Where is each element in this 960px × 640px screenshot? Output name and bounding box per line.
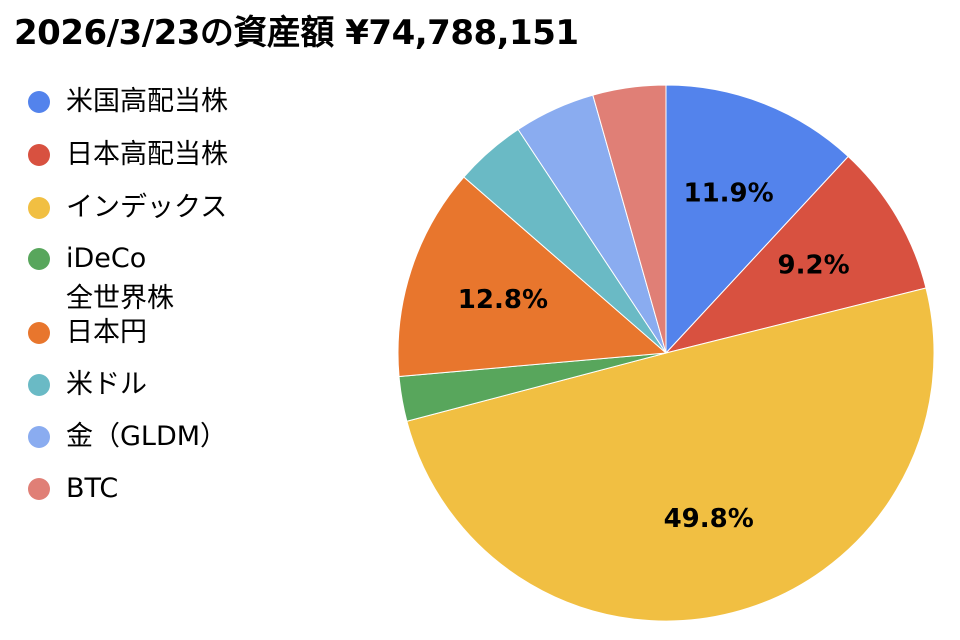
legend-label: 米国高配当株 — [66, 86, 228, 117]
pie-slice[interactable] — [665, 84, 849, 355]
legend-label: 金（GLDM） — [66, 421, 228, 452]
legend-swatch — [28, 91, 50, 113]
legend-label: インデックス — [66, 192, 228, 223]
slice-percent-label: 12.8% — [458, 285, 548, 315]
legend-item-index[interactable]: インデックス — [28, 188, 227, 228]
legend-item-us-dividend[interactable]: 米国高配当株 — [28, 82, 228, 122]
legend-label: 日本円 — [66, 317, 147, 348]
pie-slice[interactable] — [397, 176, 668, 378]
legend-item-btc[interactable]: BTC — [28, 469, 118, 509]
legend-item-jpy[interactable]: 日本円 — [28, 313, 147, 353]
legend-label: 日本高配当株 — [66, 139, 228, 170]
legend-item-ideco[interactable]: iDeCo 全世界株 — [28, 239, 174, 319]
legend-label: BTC — [66, 473, 119, 504]
legend-swatch — [28, 426, 50, 448]
legend-swatch — [28, 478, 50, 500]
legend-swatch — [28, 248, 50, 270]
legend-swatch — [28, 322, 50, 344]
legend-item-usd[interactable]: 米ドル — [28, 365, 147, 405]
chart-title: 2026/3/23の資産額 ¥74,788,151 — [14, 13, 579, 53]
legend-label: 米ドル — [66, 369, 147, 400]
legend-swatch — [28, 144, 50, 166]
legend-item-jp-dividend[interactable]: 日本高配当株 — [28, 135, 228, 175]
slice-percent-label: 49.8% — [664, 504, 754, 534]
pie-slice[interactable] — [592, 84, 667, 354]
legend-item-gold[interactable]: 金（GLDM） — [28, 417, 227, 457]
slice-percent-label: 9.2% — [778, 251, 850, 281]
slice-percent-label: 11.9% — [683, 178, 773, 208]
legend-label: iDeCo 全世界株 — [66, 243, 174, 314]
legend-swatch — [28, 374, 50, 396]
legend-swatch — [28, 197, 50, 219]
pie-slice[interactable] — [406, 287, 935, 622]
